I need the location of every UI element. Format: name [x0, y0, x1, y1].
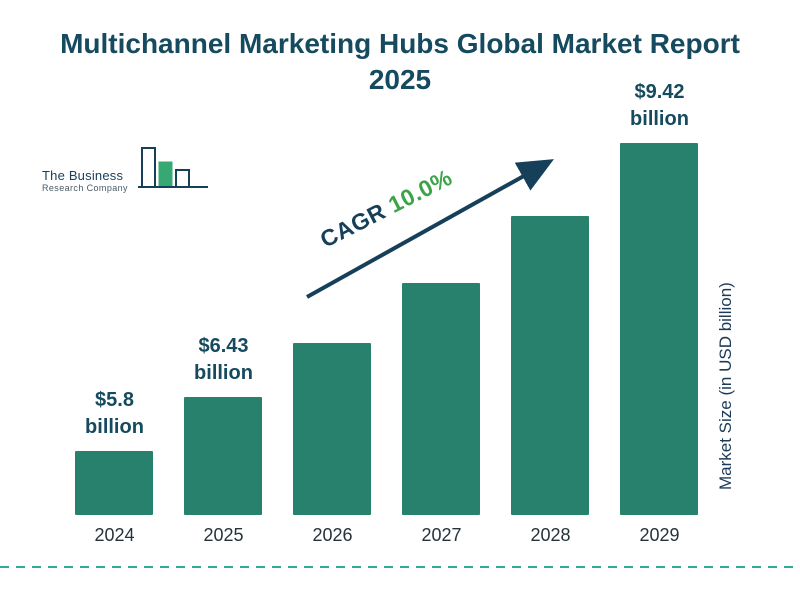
logo-text: The Business Research Company	[42, 168, 128, 201]
x-axis-label: 2028	[530, 525, 571, 545]
y-axis-label: Market Size (in USD billion)	[716, 282, 735, 490]
logo-bar-chart-icon	[134, 140, 212, 201]
bar-2025	[184, 397, 262, 515]
bar-column: 2026	[278, 143, 387, 545]
x-axis-label: 2026	[312, 525, 353, 545]
bar-chart: 2024 $5.8 billion 2025 $6.43 billion 2026 2027 2…	[60, 81, 714, 545]
bar-value-label: $9.42 billion	[630, 81, 689, 130]
cagr-trend-arrow-icon	[295, 145, 570, 315]
bar-value-label: $5.8 billion	[85, 389, 144, 438]
page-title: Multichannel Marketing Hubs Global Marke…	[60, 28, 740, 96]
x-axis-label: 2025	[203, 525, 244, 545]
logo-line1: The Business	[42, 168, 124, 183]
x-axis-label: 2029	[639, 525, 680, 545]
x-axis-label: 2024	[94, 525, 135, 545]
bar-2029	[620, 143, 698, 515]
bottom-dashed-divider	[0, 566, 800, 568]
x-axis-label: 2027	[421, 525, 462, 545]
bar-value-label: $6.43 billion	[194, 335, 253, 384]
bar-column: 2029 $9.42 billion	[605, 81, 714, 545]
bar-column: 2025 $6.43 billion	[169, 143, 278, 545]
bar-2027	[402, 283, 480, 515]
logo-line2: Research Company	[42, 183, 128, 193]
bar-column: 2024 $5.8 billion	[60, 143, 169, 545]
bar-2024	[75, 451, 153, 515]
bar-column: 2028	[496, 143, 605, 545]
brand-logo: The Business Research Company	[42, 140, 212, 201]
bar-2026	[293, 343, 371, 515]
bar-column: 2027	[387, 143, 496, 545]
bar-2028	[511, 216, 589, 515]
